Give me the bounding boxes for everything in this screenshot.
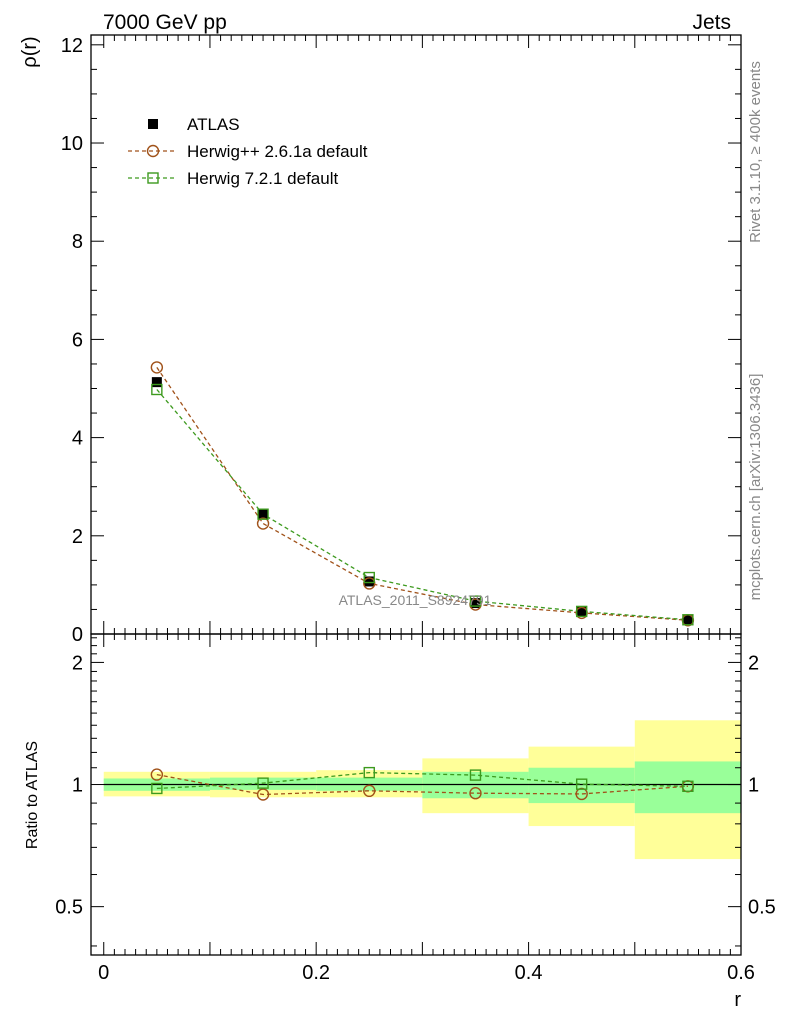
legend: ATLAS Herwig++ 2.6.1a default Herwig 7.2.1… <box>128 115 368 188</box>
y-tick-label: 2 <box>72 526 83 548</box>
analysis-label: ATLAS_2011_S8924791 <box>339 592 492 608</box>
herwig-pp-point <box>469 786 482 800</box>
band-inner-bin <box>634 761 741 814</box>
herwig7-point <box>151 782 163 795</box>
herwig7-point <box>469 769 482 781</box>
legend-herwig-pp-marker <box>146 144 160 158</box>
legend-label: Herwig 7.2.1 default <box>187 169 338 188</box>
herwig-pp-ratio-line <box>156 773 688 796</box>
atlas-point <box>258 509 269 520</box>
ratio-frame <box>90 633 742 956</box>
legend-label: ATLAS <box>187 115 240 134</box>
site-label: mcplots.cern.ch [arXiv:1306.3436] <box>747 374 764 601</box>
x-tick-label: 0.6 <box>727 962 755 984</box>
atlas-point <box>151 377 162 388</box>
herwig7-point <box>257 508 269 520</box>
y-tick-label: 0 <box>72 624 83 646</box>
rivet-label: Rivet 3.1.10, ≥ 400k events <box>747 61 764 243</box>
legend-atlas-marker <box>148 119 158 129</box>
beam-label: 7000 GeV pp <box>103 11 227 34</box>
atlas-point <box>576 606 587 617</box>
y-tick-label: 4 <box>72 428 83 450</box>
herwig-pp-point <box>363 784 376 798</box>
herwig-pp-point <box>256 788 270 801</box>
herwig7-line <box>156 389 688 621</box>
herwig7-point <box>151 383 163 396</box>
herwig-pp-point <box>575 787 588 801</box>
x-axis-label: r <box>734 989 741 1011</box>
main-y-axis-label: ρ(r) <box>19 36 41 67</box>
herwig7-point <box>363 766 375 779</box>
x-tick-label: 0.2 <box>302 962 330 984</box>
y-tick-label-right: 2 <box>748 652 759 674</box>
herwig-pp-point <box>150 361 164 374</box>
legend-herwig7-marker <box>147 172 159 184</box>
atlas-point <box>682 614 693 625</box>
herwig7-point <box>257 777 269 789</box>
y-tick-label-right: 0.5 <box>748 897 776 919</box>
category-label: Jets <box>692 11 731 34</box>
herwig7-ratio-line <box>156 771 688 790</box>
herwig7-point <box>575 605 588 618</box>
y-tick-label: 1 <box>72 775 83 797</box>
y-tick-label: 2 <box>72 652 83 674</box>
atlas-point <box>470 598 481 609</box>
herwig-pp-point <box>150 768 164 781</box>
ratio-plot: 0 0.2 0.4 0.6 0.5 0.5 1 1 2 2 <box>55 633 776 984</box>
y-tick-label: 0.5 <box>55 897 83 919</box>
herwig-pp-line <box>156 367 688 621</box>
y-tick-label: 10 <box>61 133 83 155</box>
x-tick-label: 0.4 <box>515 962 543 984</box>
main-plot: 0 2 4 6 8 10 12 ATLAS_2011_S8924791 ATLAS Herwig+… <box>61 34 742 646</box>
herwig7-point <box>682 614 694 626</box>
legend-label: Herwig++ 2.6.1a default <box>187 142 368 161</box>
herwig7-point <box>469 595 482 607</box>
y-tick-label: 8 <box>72 231 83 253</box>
y-tick-label-right: 1 <box>748 775 759 797</box>
x-tick-label: 0 <box>98 962 109 984</box>
y-tick-label: 12 <box>61 35 83 57</box>
herwig-pp-point <box>256 517 270 530</box>
herwig-pp-point <box>363 577 376 590</box>
y-tick-label: 6 <box>72 329 83 351</box>
atlas-point <box>364 576 375 587</box>
ratio-y-axis-label: Ratio to ATLAS <box>24 741 41 849</box>
herwig7-point <box>682 780 694 793</box>
herwig7-point <box>363 571 375 584</box>
band-inner-bin <box>528 767 635 804</box>
herwig7-point <box>575 778 588 790</box>
